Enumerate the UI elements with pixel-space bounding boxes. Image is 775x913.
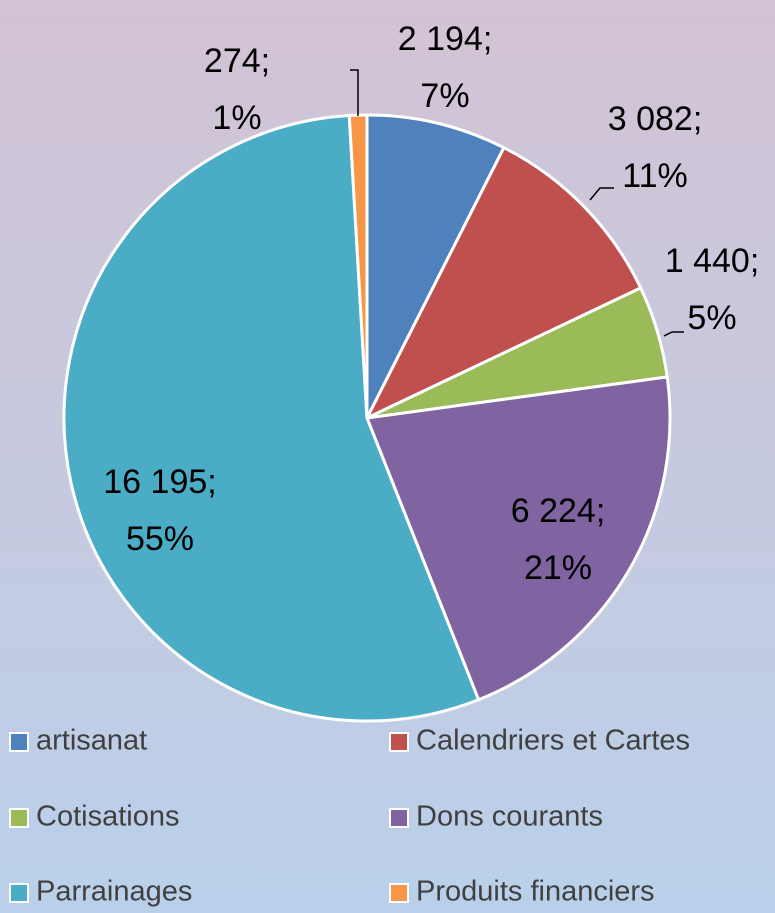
legend-label: Produits financiers (416, 876, 655, 908)
legend-label: artisanat (36, 725, 147, 757)
legend-swatch (9, 883, 29, 903)
leader-line (663, 331, 684, 337)
leader-lines (350, 69, 684, 337)
legend-swatch (389, 732, 409, 752)
legend-swatch (9, 808, 29, 828)
leader-line (350, 69, 359, 116)
legend-swatch (389, 808, 409, 828)
pie (62, 113, 672, 723)
pie-slice (365, 113, 506, 419)
data-label: 1 440; 5% (665, 242, 760, 337)
legend: artisanat Calendriers et Cartes Cotisation… (9, 725, 690, 908)
legend-swatch (9, 732, 29, 752)
legend-label: Parrainages (36, 876, 192, 908)
legend-swatch (389, 883, 409, 903)
legend-label: Calendriers et Cartes (416, 725, 690, 757)
legend-label: Cotisations (36, 801, 179, 833)
leader-line (589, 187, 614, 201)
data-labels: 2 194; 7% 3 082; 11% 1 440; 5% 6 224; 21% 16 195… (103, 20, 759, 587)
data-label: 274; 1% (204, 42, 270, 137)
pie-slice (364, 375, 672, 702)
legend-label: Dons courants (416, 801, 603, 833)
pie-slice (363, 145, 643, 422)
pie-slice (62, 113, 481, 723)
data-label: 16 195; 55% (103, 463, 216, 558)
data-label: 2 194; 7% (398, 20, 493, 115)
data-label: 3 082; 11% (608, 100, 703, 195)
data-label: 6 224; 21% (511, 492, 606, 587)
